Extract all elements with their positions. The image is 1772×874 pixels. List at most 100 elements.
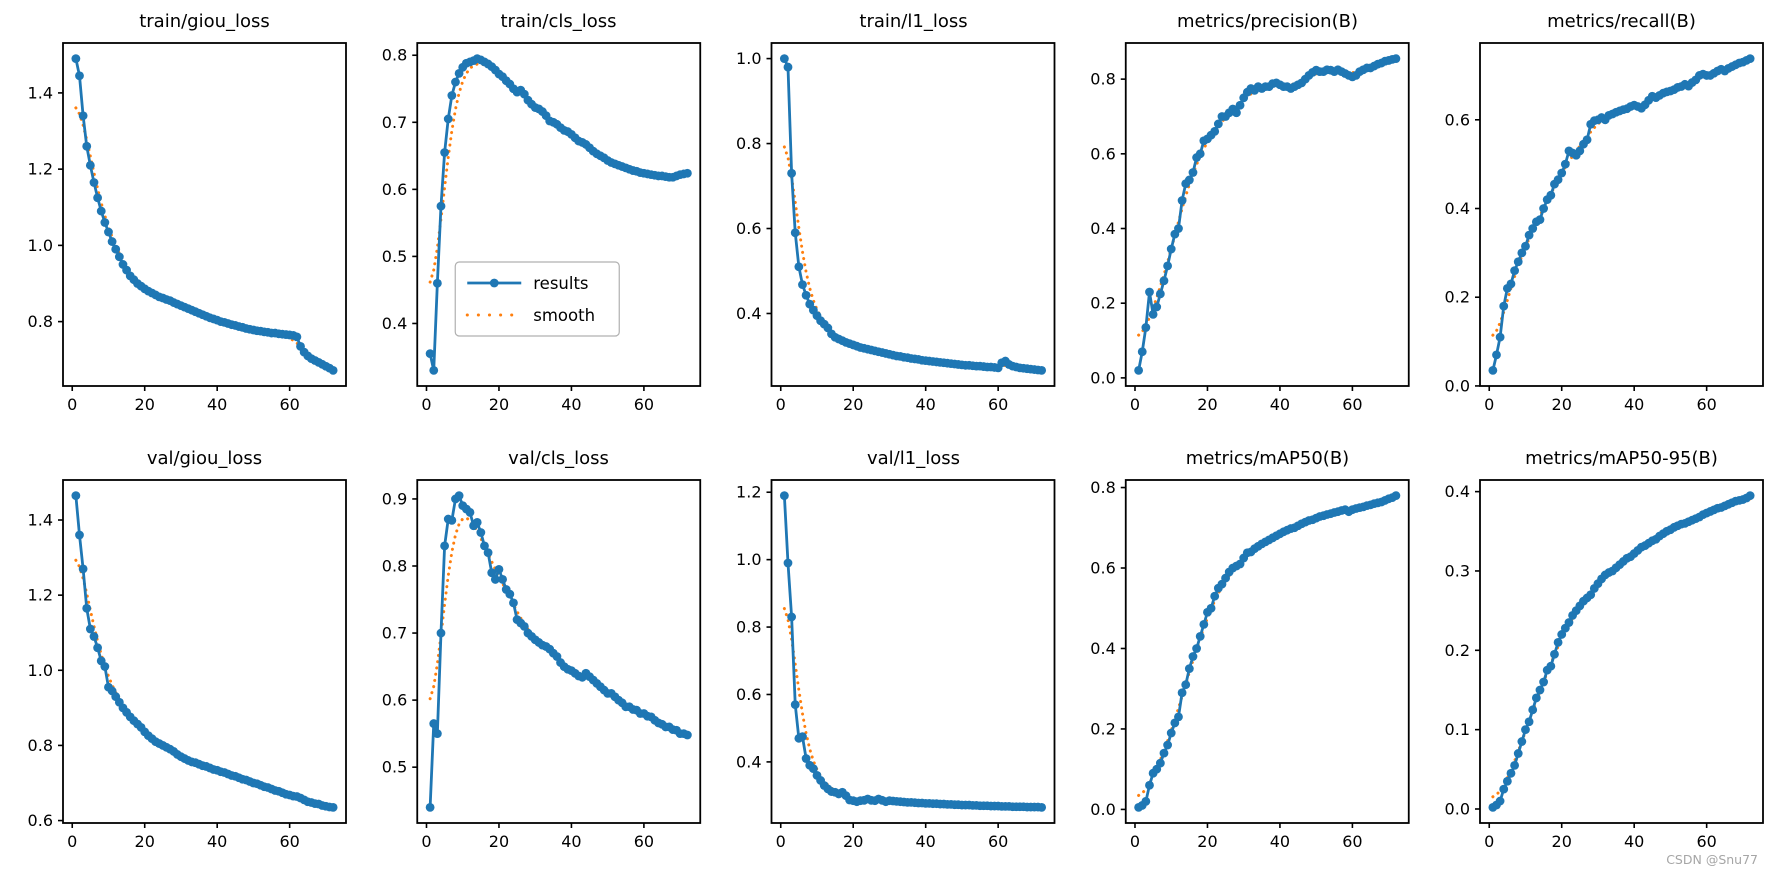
svg-text:60: 60 <box>634 832 654 851</box>
svg-text:0: 0 <box>67 395 77 414</box>
plot-title-val-l1-loss: val/l1_loss <box>867 448 960 469</box>
plot-title-metrics-map50: metrics/mAP50(B) <box>1185 448 1350 469</box>
svg-text:20: 20 <box>843 395 863 414</box>
svg-text:40: 40 <box>1270 832 1290 851</box>
svg-text:0.8: 0.8 <box>1090 70 1115 89</box>
svg-text:0.9: 0.9 <box>382 489 407 508</box>
svg-text:0.3: 0.3 <box>1445 561 1470 580</box>
svg-text:0: 0 <box>1130 832 1140 851</box>
svg-text:0.8: 0.8 <box>1090 478 1115 497</box>
svg-text:0.2: 0.2 <box>1090 294 1115 313</box>
svg-text:1.4: 1.4 <box>28 83 53 102</box>
svg-text:0.4: 0.4 <box>1090 219 1115 238</box>
svg-text:40: 40 <box>1624 832 1644 851</box>
plot-title-val-giou-loss: val/giou_loss <box>146 448 263 469</box>
svg-text:0.6: 0.6 <box>28 811 53 830</box>
svg-text:0.4: 0.4 <box>1445 482 1470 501</box>
svg-text:1.0: 1.0 <box>28 661 53 680</box>
plot-title-metrics-recall: metrics/recall(B) <box>1547 11 1696 32</box>
svg-text:0.8: 0.8 <box>736 618 761 637</box>
svg-text:40: 40 <box>916 832 936 851</box>
svg-text:60: 60 <box>1342 395 1362 414</box>
svg-text:0.6: 0.6 <box>1090 559 1115 578</box>
svg-text:0.4: 0.4 <box>382 314 407 333</box>
svg-text:60: 60 <box>988 395 1008 414</box>
svg-text:0: 0 <box>1130 395 1140 414</box>
svg-text:0.0: 0.0 <box>1090 368 1115 387</box>
svg-text:0.0: 0.0 <box>1445 376 1470 395</box>
svg-text:20: 20 <box>135 395 155 414</box>
svg-text:60: 60 <box>1342 832 1362 851</box>
svg-text:smooth: smooth <box>533 306 595 325</box>
svg-text:0.6: 0.6 <box>382 180 407 199</box>
svg-text:40: 40 <box>1270 395 1290 414</box>
watermark-text: CSDN @Snu77 <box>1666 852 1758 867</box>
svg-text:0.0: 0.0 <box>1445 799 1470 818</box>
svg-text:20: 20 <box>1197 395 1217 414</box>
svg-text:0.7: 0.7 <box>382 113 407 132</box>
svg-text:0.4: 0.4 <box>1445 199 1470 218</box>
svg-text:1.2: 1.2 <box>736 483 761 502</box>
svg-text:20: 20 <box>135 832 155 851</box>
svg-text:1.0: 1.0 <box>736 550 761 569</box>
plot-title-train-giou-loss: train/giou_loss <box>139 11 270 32</box>
svg-text:0.8: 0.8 <box>382 46 407 65</box>
svg-text:60: 60 <box>634 395 654 414</box>
svg-text:1.0: 1.0 <box>736 49 761 68</box>
svg-text:0: 0 <box>421 832 431 851</box>
plot-title-train-cls-loss: train/cls_loss <box>500 11 617 32</box>
svg-text:40: 40 <box>207 832 227 851</box>
svg-text:results: results <box>533 274 588 293</box>
svg-text:0: 0 <box>776 395 786 414</box>
svg-text:0.7: 0.7 <box>382 624 407 643</box>
svg-text:0.8: 0.8 <box>28 312 53 331</box>
svg-text:60: 60 <box>1696 395 1716 414</box>
svg-text:0: 0 <box>776 832 786 851</box>
plot-title-train-l1-loss: train/l1_loss <box>859 11 968 32</box>
svg-text:0.4: 0.4 <box>736 304 761 323</box>
plot-title-val-cls-loss: val/cls_loss <box>508 448 609 469</box>
svg-text:60: 60 <box>988 832 1008 851</box>
svg-text:20: 20 <box>489 395 509 414</box>
svg-text:60: 60 <box>279 832 299 851</box>
svg-text:20: 20 <box>1197 832 1217 851</box>
svg-text:0.6: 0.6 <box>736 219 761 238</box>
svg-text:0.8: 0.8 <box>382 557 407 576</box>
svg-text:0: 0 <box>1484 832 1494 851</box>
svg-text:0.8: 0.8 <box>736 134 761 153</box>
svg-text:0.6: 0.6 <box>1090 144 1115 163</box>
svg-text:60: 60 <box>279 395 299 414</box>
svg-text:0.6: 0.6 <box>1445 110 1470 129</box>
svg-text:0.6: 0.6 <box>736 685 761 704</box>
svg-text:0: 0 <box>421 395 431 414</box>
svg-text:0.6: 0.6 <box>382 691 407 710</box>
plot-title-metrics-map50-95: metrics/mAP50-95(B) <box>1525 448 1718 469</box>
svg-text:60: 60 <box>1696 832 1716 851</box>
svg-text:0.5: 0.5 <box>382 758 407 777</box>
svg-text:40: 40 <box>916 395 936 414</box>
svg-text:40: 40 <box>561 832 581 851</box>
svg-text:0.4: 0.4 <box>736 752 761 771</box>
svg-text:0.1: 0.1 <box>1445 720 1470 739</box>
svg-text:0.2: 0.2 <box>1445 641 1470 660</box>
svg-text:0.8: 0.8 <box>28 736 53 755</box>
svg-text:40: 40 <box>561 395 581 414</box>
svg-text:1.2: 1.2 <box>28 160 53 179</box>
svg-text:40: 40 <box>207 395 227 414</box>
svg-text:20: 20 <box>489 832 509 851</box>
svg-text:0.4: 0.4 <box>1090 639 1115 658</box>
svg-text:0: 0 <box>67 832 77 851</box>
svg-text:0.2: 0.2 <box>1445 288 1470 307</box>
plot-title-metrics-precision: metrics/precision(B) <box>1176 11 1358 32</box>
svg-text:1.0: 1.0 <box>28 236 53 255</box>
svg-text:1.2: 1.2 <box>28 586 53 605</box>
svg-text:0.5: 0.5 <box>382 247 407 266</box>
svg-text:0.2: 0.2 <box>1090 719 1115 738</box>
svg-text:20: 20 <box>1552 395 1572 414</box>
svg-text:0.0: 0.0 <box>1090 800 1115 819</box>
svg-text:40: 40 <box>1624 395 1644 414</box>
svg-text:20: 20 <box>1552 832 1572 851</box>
svg-text:0: 0 <box>1484 395 1494 414</box>
